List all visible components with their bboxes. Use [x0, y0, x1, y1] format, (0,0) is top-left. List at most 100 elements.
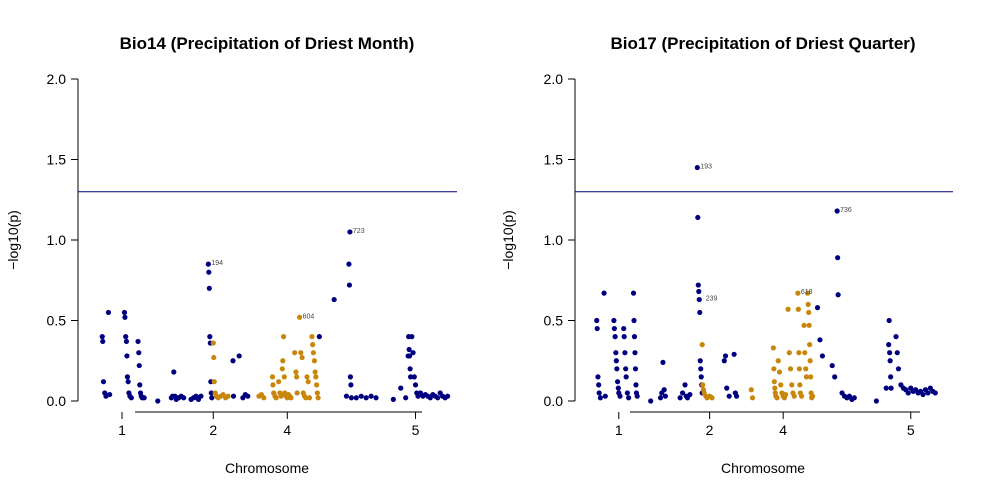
- y-axis-label: −log10(p): [5, 210, 21, 270]
- data-point: [806, 322, 812, 328]
- data-point: [128, 395, 134, 401]
- x-tick-label: 4: [779, 422, 787, 438]
- data-point: [621, 334, 627, 340]
- data-point: [700, 382, 706, 388]
- data-point: [749, 395, 756, 401]
- data-point: [309, 334, 315, 340]
- data-point: [407, 366, 413, 372]
- y-axis-label: −log10(p): [500, 210, 516, 270]
- data-point: [694, 164, 700, 171]
- data-point: [786, 350, 792, 356]
- data-point: [613, 358, 619, 364]
- data-point: [660, 359, 666, 365]
- data-point: [313, 374, 319, 380]
- chart-panel-bio14: Bio14 (Precipitation of Driest Month) 0.…: [5, 34, 457, 476]
- data-point: [803, 366, 809, 372]
- data-point: [748, 387, 754, 393]
- data-point: [135, 338, 141, 345]
- data-point: [445, 393, 451, 399]
- data-point: [731, 351, 737, 357]
- x-tick-label: 2: [706, 422, 714, 438]
- data-point: [925, 390, 931, 396]
- data-point: [294, 374, 300, 380]
- data-point: [695, 282, 701, 288]
- data-point: [136, 362, 142, 369]
- data-point: [141, 395, 147, 401]
- y-tick-label: 1.5: [544, 152, 564, 168]
- data-point: [662, 393, 669, 399]
- data-point: [273, 395, 279, 401]
- data-point: [279, 366, 285, 372]
- data-point: [316, 334, 322, 340]
- data-point: [595, 374, 601, 380]
- data-point: [630, 290, 637, 296]
- snp-label: 194: [211, 260, 223, 267]
- data-point: [819, 353, 826, 359]
- data-point: [851, 395, 857, 401]
- y-tick-label: 0.0: [544, 393, 564, 409]
- data-point: [687, 391, 693, 398]
- data-point: [281, 374, 287, 380]
- data-point: [363, 395, 369, 401]
- data-point: [155, 398, 161, 404]
- data-point: [617, 393, 623, 399]
- snp-label: 618: [801, 289, 813, 296]
- data-point: [612, 334, 618, 340]
- data-point: [697, 358, 703, 364]
- x-tick-label: 2: [209, 422, 217, 438]
- data-point: [276, 379, 282, 385]
- data-point: [888, 385, 894, 391]
- data-point: [806, 309, 812, 316]
- data-point: [832, 374, 838, 380]
- data-point: [797, 382, 803, 388]
- data-point: [294, 390, 300, 396]
- data-point: [347, 229, 353, 235]
- data-point: [348, 395, 354, 401]
- data-point: [905, 390, 911, 396]
- data-point: [634, 393, 640, 399]
- data-point: [796, 366, 802, 372]
- data-point: [886, 317, 892, 324]
- data-point: [695, 214, 701, 221]
- data-point: [721, 358, 727, 364]
- data-point: [626, 395, 632, 401]
- data-point: [632, 366, 639, 372]
- data-point: [887, 358, 893, 364]
- data-point: [677, 395, 683, 401]
- data-point: [648, 398, 654, 404]
- data-point: [403, 395, 409, 401]
- data-point: [920, 391, 926, 398]
- data-point: [205, 261, 211, 267]
- data-point: [136, 350, 142, 356]
- data-point: [198, 393, 204, 399]
- data-point: [123, 334, 129, 340]
- chart-title: Bio14 (Precipitation of Driest Month): [120, 34, 415, 53]
- data-point: [211, 354, 217, 361]
- data-point: [261, 395, 267, 401]
- data-point: [280, 334, 287, 340]
- data-point: [696, 288, 702, 295]
- data-point: [733, 393, 740, 399]
- snp-label: 723: [353, 228, 365, 235]
- data-point: [310, 342, 316, 348]
- data-point: [787, 366, 794, 372]
- data-point: [594, 325, 600, 332]
- x-tick-label: 1: [615, 422, 623, 438]
- data-point: [343, 393, 350, 399]
- data-point: [772, 385, 778, 391]
- data-point: [358, 393, 364, 399]
- data-point: [807, 342, 813, 348]
- data-point: [411, 374, 417, 380]
- data-point: [298, 350, 304, 356]
- data-point: [312, 369, 318, 375]
- data-point: [887, 350, 893, 356]
- snp-label: 239: [706, 296, 718, 303]
- data-point: [893, 334, 899, 340]
- chart-title: Bio17 (Precipitation of Driest Quarter): [610, 34, 915, 53]
- data-point: [776, 369, 783, 375]
- data-point: [633, 382, 639, 388]
- data-point: [771, 366, 777, 372]
- data-point: [726, 393, 732, 399]
- data-point: [632, 350, 638, 356]
- x-axis-ticks: 1 2 4 5: [615, 412, 915, 438]
